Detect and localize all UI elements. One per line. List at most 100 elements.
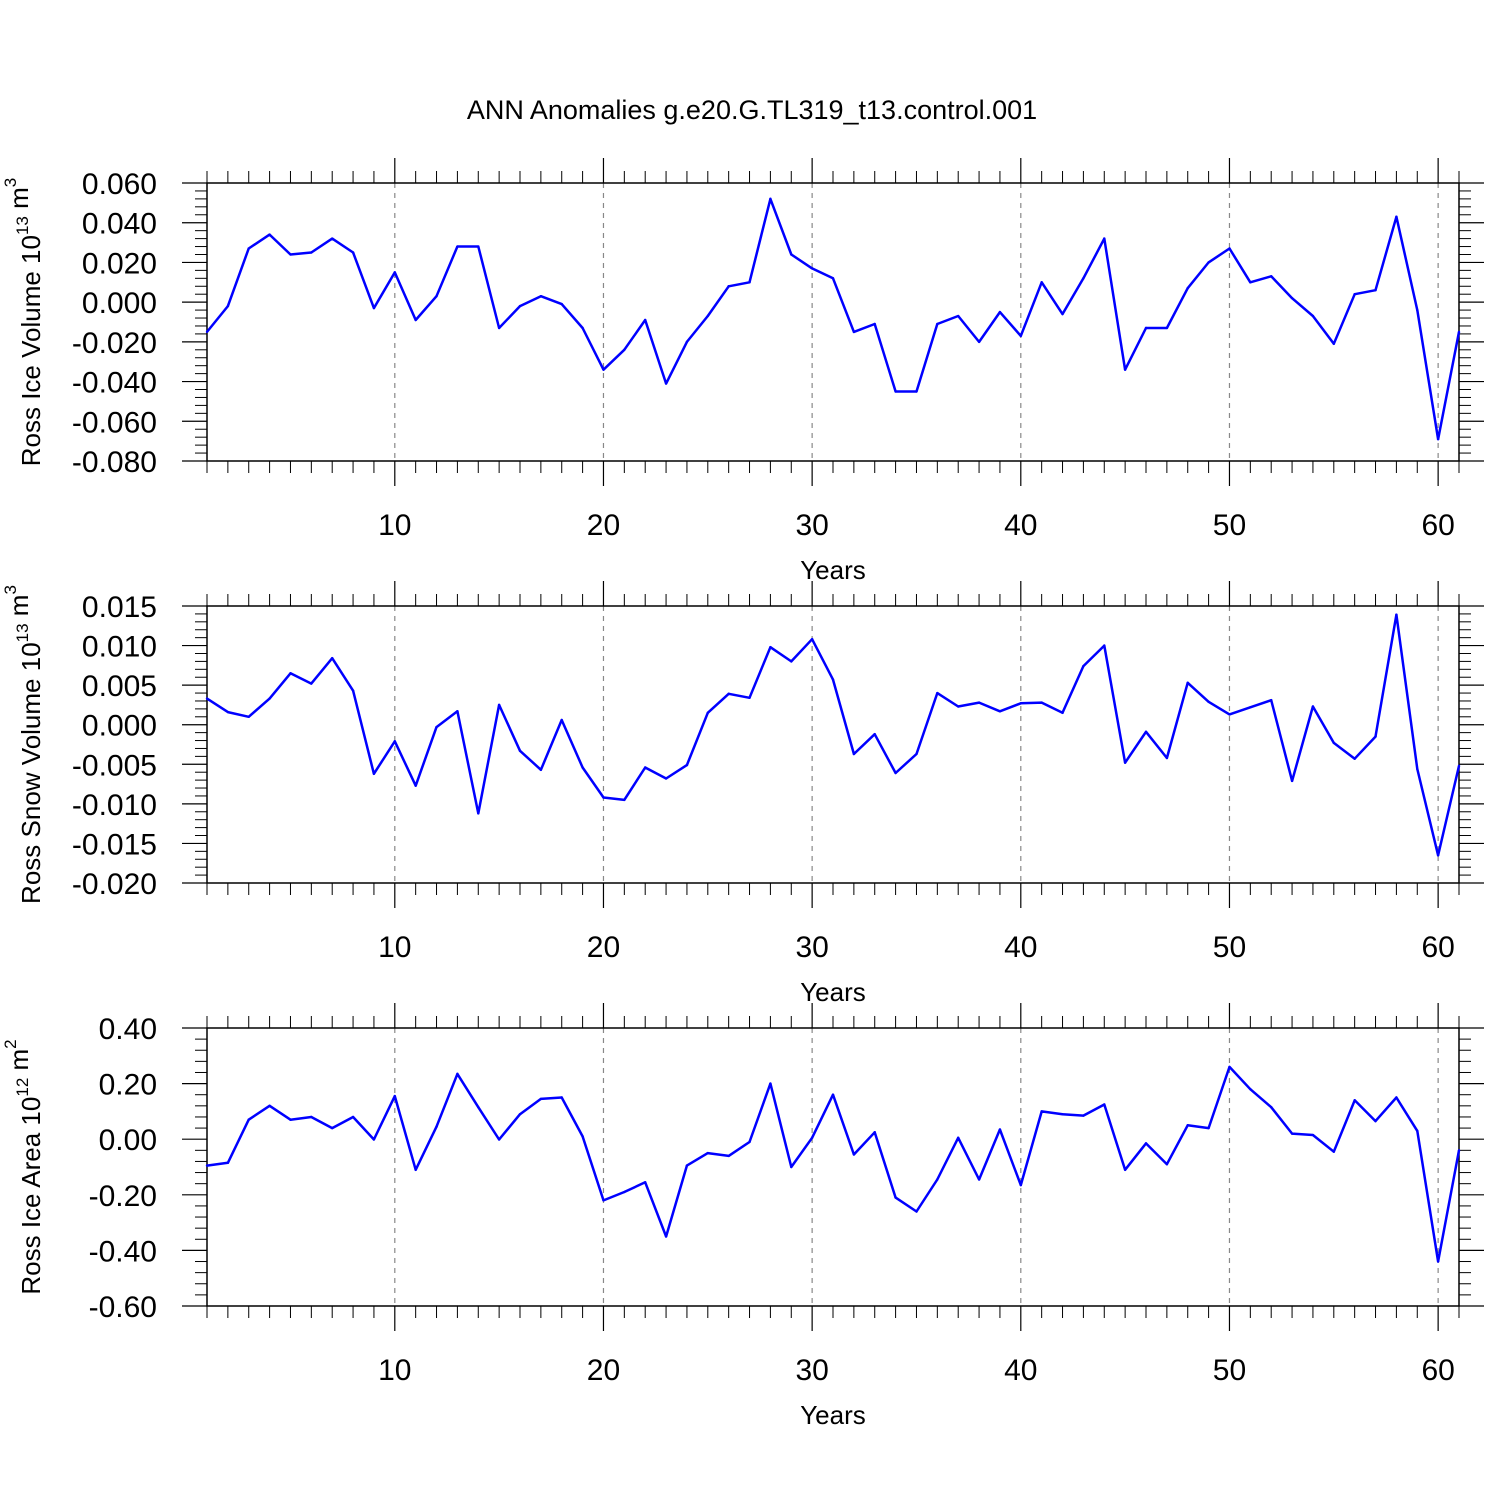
data-point: [685, 340, 689, 344]
y-axis-title-text: Ross Ice Volume 10: [16, 235, 46, 466]
data-point: [602, 796, 605, 799]
data-point: [1019, 1183, 1022, 1187]
data-point: [1353, 1099, 1356, 1102]
data-point: [1332, 741, 1336, 745]
data-point: [247, 1118, 250, 1121]
data-point: [644, 318, 647, 322]
y-axis-title-superscript: 3: [1, 178, 20, 187]
data-point: [1144, 326, 1148, 330]
data-point: [748, 281, 751, 284]
data-point: [414, 784, 417, 787]
data-point: [560, 718, 563, 722]
data-point: [1186, 1124, 1189, 1127]
data-point: [331, 657, 334, 660]
data-point: [1436, 854, 1440, 857]
data-point: [873, 322, 876, 326]
data-point: [393, 271, 396, 274]
x-tick-label: 10: [378, 931, 411, 964]
x-tick-label: 50: [1213, 931, 1246, 964]
data-point: [790, 660, 793, 663]
data-point: [915, 390, 918, 393]
y-axis-title-text: m: [4, 595, 34, 624]
data-point: [1019, 702, 1022, 705]
data-point: [790, 253, 793, 256]
y-tick-label: 0.005: [82, 670, 157, 703]
data-point: [1374, 735, 1377, 738]
data-point: [372, 1138, 376, 1141]
data-point: [1290, 296, 1294, 300]
y-tick-label: -0.060: [72, 406, 157, 439]
data-point: [1228, 247, 1231, 250]
data-point: [1249, 706, 1252, 709]
data-point: [998, 1128, 1002, 1131]
data-point: [1165, 326, 1169, 330]
data-point: [644, 1181, 647, 1184]
x-tick-label: 20: [587, 509, 620, 542]
data-point: [664, 777, 668, 780]
y-tick-label: 0.060: [82, 168, 157, 201]
data-point: [1395, 1096, 1398, 1099]
data-point: [873, 1131, 876, 1134]
data-point: [1311, 705, 1315, 708]
data-point: [518, 749, 522, 753]
y-tick-label: -0.20: [89, 1180, 157, 1213]
y-tick-label: -0.015: [72, 828, 157, 861]
data-point: [289, 672, 292, 675]
data-point: [852, 330, 856, 334]
data-point: [247, 715, 250, 718]
data-point: [1061, 1112, 1064, 1116]
data-point: [915, 752, 918, 756]
data-point: [581, 326, 584, 330]
data-point: [1165, 756, 1169, 760]
data-point: [560, 1096, 563, 1099]
data-point: [372, 306, 376, 310]
data-point: [810, 638, 814, 641]
data-point: [477, 245, 480, 248]
data-point: [1416, 1129, 1419, 1133]
data-point: [205, 697, 209, 700]
data-point: [1103, 644, 1106, 647]
y-axis-title-superscript: 2: [1, 1039, 20, 1048]
data-point: [1123, 1168, 1127, 1171]
y-tick-label: 0.020: [82, 247, 157, 280]
data-point: [1103, 1103, 1106, 1106]
data-point: [1228, 1065, 1231, 1069]
data-point: [1436, 1260, 1440, 1263]
plot-frame: [206, 605, 1460, 884]
x-tick-label: 20: [587, 931, 620, 964]
y-tick-label: -0.010: [72, 789, 157, 822]
data-point: [435, 294, 438, 298]
data-point: [1144, 1142, 1148, 1145]
data-point: [748, 1140, 751, 1144]
y-axis-title-superscript: 12: [13, 1078, 32, 1097]
data-point: [1436, 437, 1440, 441]
data-point: [331, 1126, 334, 1130]
data-point: [1270, 698, 1273, 702]
data-point: [706, 314, 709, 318]
data-point: [477, 812, 480, 815]
data-point: [1332, 1150, 1336, 1153]
data-point: [1144, 730, 1148, 734]
data-point: [1416, 767, 1419, 771]
data-point: [1186, 287, 1189, 290]
data-point: [456, 245, 459, 248]
data-point: [247, 247, 250, 250]
panel-3: 10 20 30 40 50 60 -0.60 -0.40 -0.20 0.00 0.20 0.40 Y…: [1, 1003, 1484, 1430]
x-tick-label: 40: [1004, 931, 1037, 964]
y-tick-label: -0.020: [72, 327, 157, 360]
data-point: [852, 1153, 856, 1156]
data-point: [518, 304, 522, 308]
data-point: [497, 326, 501, 330]
data-point: [310, 682, 313, 685]
x-axis-title: Years: [800, 1400, 866, 1430]
plot-frame: [206, 182, 1460, 462]
data-point: [1311, 1133, 1315, 1137]
data-point: [226, 304, 230, 308]
data-point: [957, 1136, 960, 1140]
data-point: [998, 310, 1002, 314]
data-point: [372, 772, 376, 775]
x-tick-label: 60: [1421, 931, 1454, 964]
data-point: [1061, 312, 1064, 316]
x-tick-label: 40: [1004, 1354, 1037, 1387]
data-point: [602, 368, 605, 371]
